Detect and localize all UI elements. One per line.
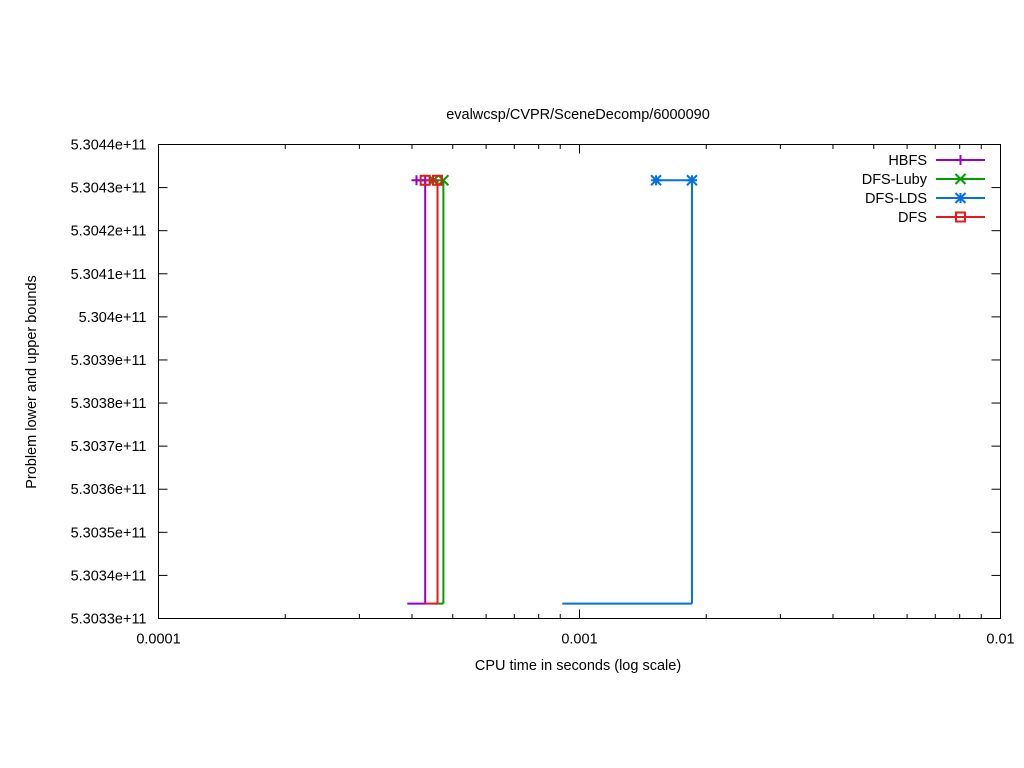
marker-plus-shape [955,155,966,165]
data-point [432,174,444,186]
legend-item: DFS-LDS [865,191,985,207]
marker-x-shape [954,173,967,185]
y-tick-label: 5.3034e+11 [71,568,147,584]
legend-label: DFS-Luby [862,172,928,188]
chart-title: evalwcsp/CVPR/SceneDecomp/6000090 [446,107,710,123]
series-layer [407,174,698,605]
marker-square-shape [955,211,966,223]
y-tick-label: 5.3036e+11 [71,482,147,498]
x-tick-labels: 0.0001 0.001 0.01 [136,632,1014,648]
marker-asterisk-shape [954,192,967,204]
data-point [437,174,450,186]
y-tick-label: 5.3043e+11 [71,181,147,197]
x-axis-label: CPU time in seconds (log scale) [475,658,681,674]
y-tick-label: 5.3042e+11 [71,224,147,240]
marker-asterisk-shape [686,174,698,186]
y-tick-label: 5.3039e+11 [71,353,147,369]
y-tick-label: 5.3037e+11 [71,439,147,455]
legend-label: DFS-LDS [865,191,927,207]
y-tick-label: 5.3044e+11 [71,138,147,154]
series-dfs-lds [562,174,698,605]
legend-marker [954,192,967,204]
y-tick-label: 5.3033e+11 [71,612,147,628]
x-tick-label: 0.0001 [136,632,180,648]
marker-asterisk-shape [650,174,662,186]
legend-marker [955,155,966,165]
legend-marker [954,173,967,185]
y-axis-label: Problem lower and upper bounds [24,275,40,489]
marker-x-shape [437,174,450,186]
series-hbfs [407,175,431,605]
legend-label: HBFS [888,153,927,169]
legend: HBFS DFS-Luby DFS-LDS DFS [862,153,985,226]
legend-item: DFS [898,210,985,226]
legend-marker [955,211,966,223]
marker-square-shape [432,174,444,186]
plot-frame [158,144,1001,619]
series-dfs [419,174,444,605]
y-tick-label: 5.3041e+11 [71,267,147,283]
marker-square-shape [419,174,431,186]
y-tick-label: 5.3038e+11 [71,396,147,412]
data-point [650,174,662,186]
y-tick-label: 5.304e+11 [79,310,147,326]
y-tick-label: 5.3035e+11 [71,525,147,541]
x-tick-label: 0.01 [986,632,1014,648]
legend-item: DFS-Luby [862,172,985,188]
data-point [419,174,431,186]
x-tick-label: 0.001 [561,632,597,648]
legend-label: DFS [898,210,927,226]
y-tick-labels: 5.3033e+11 5.3034e+11 5.3035e+11 5.3036e+11… [71,138,147,628]
tick-marks [158,144,1001,619]
legend-item: HBFS [888,153,985,169]
data-point [686,174,698,186]
